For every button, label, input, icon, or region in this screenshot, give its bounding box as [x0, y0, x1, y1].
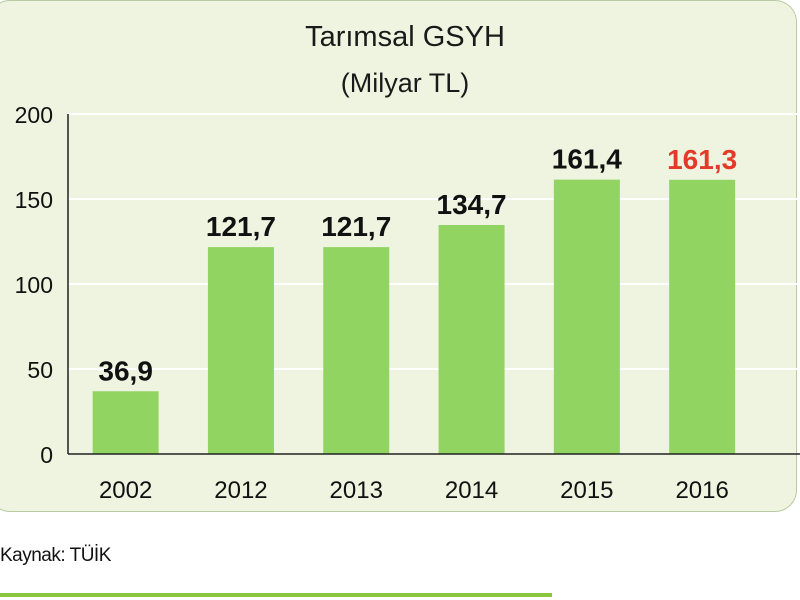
y-tick-label: 150: [15, 187, 53, 213]
x-tick-label: 2013: [330, 477, 383, 504]
bar: [323, 247, 390, 454]
y-axis: 0 50 100 150 200: [15, 102, 69, 468]
data-label: 134,7: [437, 189, 507, 220]
y-tick-label: 50: [27, 357, 53, 383]
x-tick-label: 2002: [99, 477, 152, 504]
bar: [92, 391, 159, 454]
data-label: 121,7: [321, 211, 391, 242]
x-tick-label: 2016: [675, 477, 728, 504]
data-label: 121,7: [206, 211, 276, 242]
chart-title: Tarımsal GSYH: [305, 21, 505, 53]
bar: [553, 179, 620, 454]
data-label: 161,3: [667, 144, 737, 175]
footer-divider: [0, 593, 552, 597]
source-note: Kaynak: TÜİK: [0, 545, 111, 566]
x-tick-label: 2015: [560, 477, 613, 504]
bars: [92, 179, 736, 455]
bar: [438, 225, 505, 454]
data-label: 161,4: [552, 144, 622, 175]
y-tick-label: 0: [40, 442, 53, 468]
x-axis: 2002 2012 2013 2014 2015 2016: [68, 453, 800, 504]
y-tick-label: 200: [15, 102, 53, 128]
y-tick-label: 100: [15, 272, 53, 298]
bar-chart: Tarımsal GSYH (Milyar TL) 36,9 121,7 121,7…: [15, 21, 800, 504]
bar: [207, 247, 274, 454]
data-labels: 36,9 121,7 121,7 134,7 161,4 161,3: [98, 144, 737, 387]
x-tick-label: 2012: [214, 477, 267, 504]
bar: [669, 179, 736, 455]
x-tick-label: 2014: [445, 477, 498, 504]
data-label: 36,9: [98, 355, 153, 386]
chart-subtitle: (Milyar TL): [341, 68, 470, 98]
